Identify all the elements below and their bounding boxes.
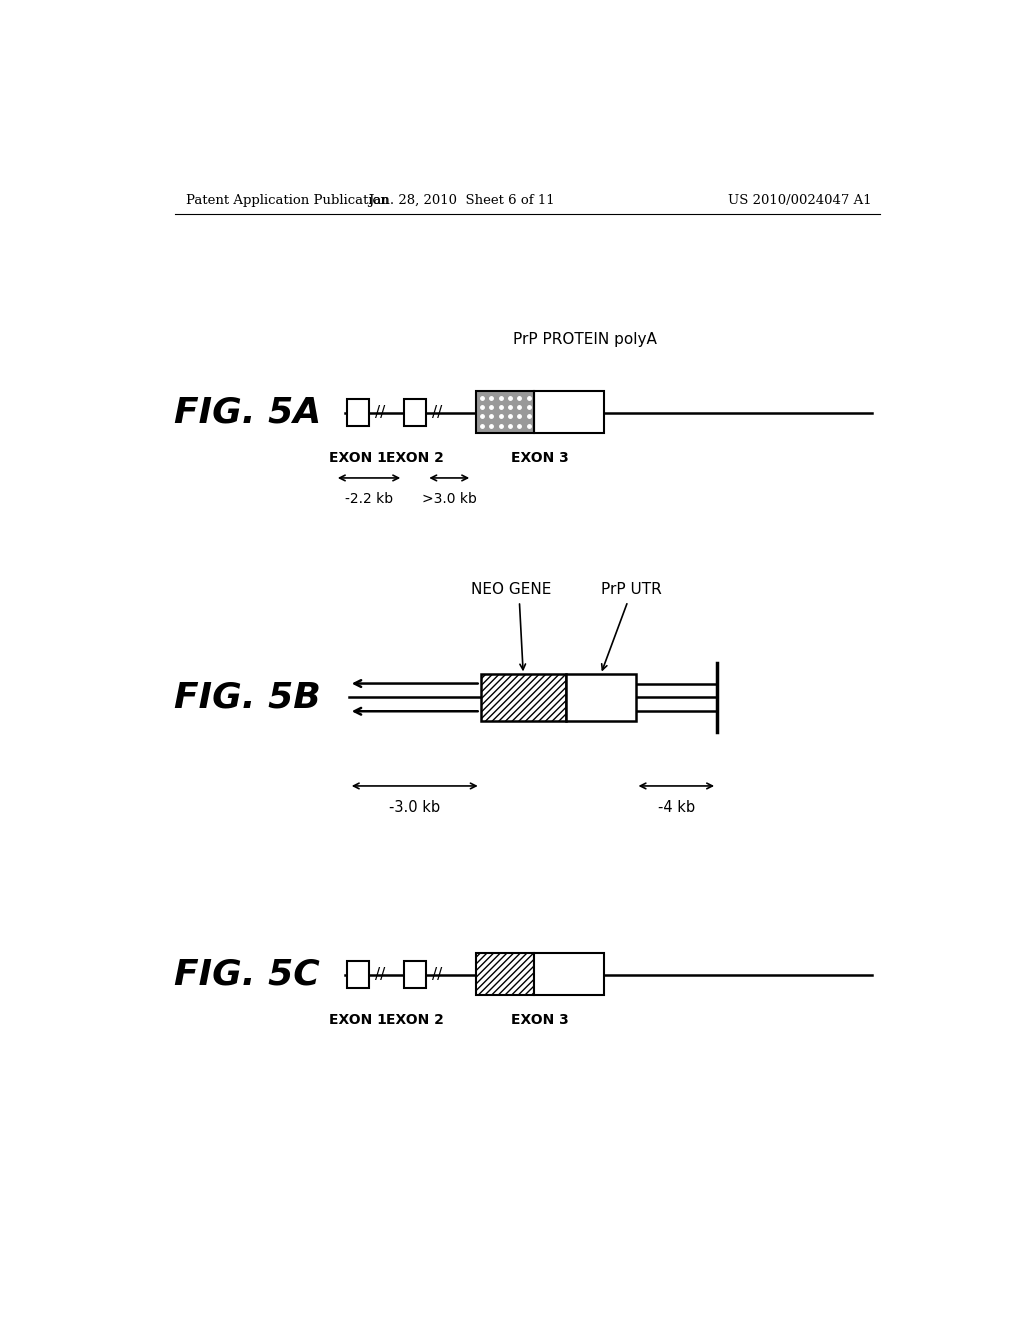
Text: Patent Application Publication: Patent Application Publication: [186, 194, 389, 207]
Bar: [535, 953, 604, 995]
Bar: [476, 391, 535, 433]
Text: EXON 2: EXON 2: [386, 1014, 443, 1027]
Bar: [476, 391, 535, 433]
Bar: [347, 399, 369, 426]
Bar: [480, 675, 566, 721]
Bar: [535, 391, 604, 433]
Text: //: //: [432, 405, 442, 420]
Text: EXON 3: EXON 3: [511, 1014, 568, 1027]
Text: US 2010/0024047 A1: US 2010/0024047 A1: [728, 194, 872, 207]
Bar: [347, 961, 369, 989]
Text: FIG. 5B: FIG. 5B: [174, 680, 322, 714]
Text: -2.2 kb: -2.2 kb: [345, 492, 393, 506]
Text: -4 kb: -4 kb: [657, 800, 695, 814]
Text: FIG. 5C: FIG. 5C: [174, 957, 321, 991]
Bar: [566, 675, 636, 721]
Text: FIG. 5A: FIG. 5A: [174, 396, 322, 429]
Text: PrP PROTEIN polyA: PrP PROTEIN polyA: [513, 333, 657, 347]
Text: //: //: [375, 405, 385, 420]
Text: EXON 3: EXON 3: [511, 451, 568, 465]
Text: Jan. 28, 2010  Sheet 6 of 11: Jan. 28, 2010 Sheet 6 of 11: [368, 194, 555, 207]
Text: //: //: [432, 968, 442, 982]
Text: EXON 2: EXON 2: [386, 451, 443, 465]
Text: >3.0 kb: >3.0 kb: [422, 492, 477, 506]
Text: EXON 1: EXON 1: [330, 451, 387, 465]
Text: //: //: [375, 968, 385, 982]
Text: -3.0 kb: -3.0 kb: [389, 800, 440, 814]
Text: PrP UTR: PrP UTR: [601, 582, 663, 598]
Bar: [403, 399, 426, 426]
Text: EXON 1: EXON 1: [330, 1014, 387, 1027]
Bar: [403, 961, 426, 989]
Bar: [476, 953, 535, 995]
Text: NEO GENE: NEO GENE: [471, 582, 552, 598]
